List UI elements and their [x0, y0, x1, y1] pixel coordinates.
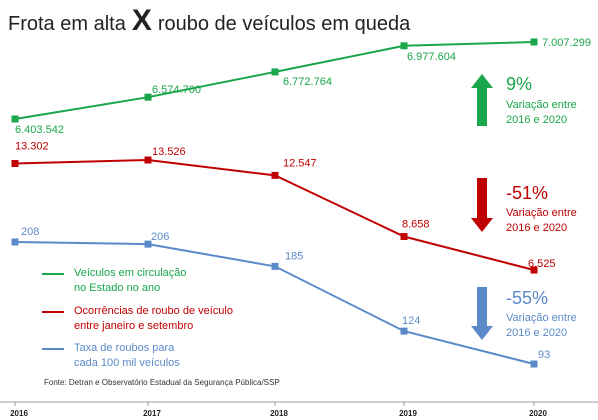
data-label-fleet-2018: 6.772.764 [283, 76, 332, 88]
note-robberies-line2: 2016 e 2020 [506, 222, 568, 234]
legend-item-fleet: Veículos em circulação no Estado no ano [42, 266, 284, 296]
legend-robberies-line2: entre janeiro e setembro [74, 320, 194, 332]
legend-swatch-rate [42, 348, 64, 350]
data-label-robberies-2017: 13.526 [152, 146, 186, 158]
x-tick-label-2018: 2018 [270, 409, 288, 418]
legend-robberies-line1: Ocorrências de roubo de veículo [74, 305, 233, 317]
title-x: X [131, 4, 152, 37]
data-label-robberies-2016: 13.302 [15, 141, 49, 153]
arrow-down-rate [471, 287, 493, 340]
data-label-rate-2019: 124 [402, 315, 420, 327]
point-fleet-2017 [144, 93, 152, 101]
note-fleet-line1: Variação entre [506, 99, 577, 111]
legend-fleet-line1: Veículos em circulação [74, 267, 187, 279]
percent-change-robberies: -51% [506, 183, 549, 203]
legend-rate-line1: Taxa de roubos para [74, 342, 175, 354]
point-fleet-2018 [271, 68, 279, 76]
legend-swatch-fleet [42, 273, 64, 275]
data-label-rate-2018: 185 [285, 250, 303, 262]
data-label-fleet-2016: 6.403.542 [15, 124, 64, 136]
note-rate-line2: 2016 e 2020 [506, 327, 568, 339]
legend-rate-line2: cada 100 mil veículos [74, 357, 180, 369]
x-tick-label-2020: 2020 [529, 409, 547, 418]
point-rate-2020 [530, 360, 538, 368]
x-tick-label-2017: 2017 [143, 409, 161, 418]
data-label-robberies-2019: 8.658 [402, 218, 430, 230]
data-label-fleet-2019: 6.977.604 [407, 51, 456, 63]
legend-fleet-line2: no Estado no ano [74, 282, 161, 294]
data-label-rate-2016: 208 [21, 226, 39, 238]
point-robberies-2020 [530, 266, 538, 274]
data-label-fleet-2017: 6.574.700 [152, 84, 201, 96]
arrow-down-robberies [471, 178, 493, 232]
point-rate-2016 [11, 238, 19, 246]
note-rate-line1: Variação entre [506, 312, 577, 324]
note-fleet-line2: 2016 e 2020 [506, 114, 568, 126]
chart-title: Frota em alta X roubo de veículos em que… [8, 4, 410, 38]
point-fleet-2020 [530, 38, 538, 46]
point-fleet-2016 [11, 115, 19, 123]
point-robberies-2017 [144, 156, 152, 164]
data-label-rate-2020: 93 [538, 349, 550, 361]
point-robberies-2016 [11, 160, 19, 168]
arrow-up-fleet [471, 74, 493, 126]
data-label-robberies-2018: 12.547 [283, 157, 317, 169]
legend-item-rate: Taxa de roubos para cada 100 mil veículo… [42, 341, 284, 371]
title-left: Frota em alta [8, 13, 126, 35]
point-robberies-2018 [271, 171, 279, 179]
percent-change-fleet: 9% [506, 74, 533, 94]
data-label-rate-2017: 206 [151, 231, 169, 243]
x-tick-label-2019: 2019 [399, 409, 417, 418]
point-rate-2018 [271, 262, 279, 270]
point-rate-2019 [400, 327, 408, 335]
source-note: Fonte: Detran e Observatório Estadual da… [44, 378, 280, 387]
legend-swatch-robberies [42, 311, 64, 313]
x-tick-label-2016: 2016 [10, 409, 28, 418]
point-fleet-2019 [400, 42, 408, 50]
legend-text-robberies: Ocorrências de roubo de veículo entre ja… [74, 304, 284, 334]
note-robberies-line1: Variação entre [506, 207, 577, 219]
series-line-fleet [14, 41, 535, 120]
legend-text-fleet: Veículos em circulação no Estado no ano [74, 266, 284, 296]
point-robberies-2019 [400, 232, 408, 240]
data-label-fleet-2020: 7.007.299 [542, 37, 591, 49]
point-rate-2017 [144, 240, 152, 248]
legend-item-robberies: Ocorrências de roubo de veículo entre ja… [42, 304, 284, 334]
percent-change-rate: -55% [506, 288, 549, 308]
legend-text-rate: Taxa de roubos para cada 100 mil veículo… [74, 341, 284, 371]
title-right: roubo de veículos em queda [157, 13, 411, 35]
data-label-robberies-2020: 6.525 [528, 258, 556, 270]
